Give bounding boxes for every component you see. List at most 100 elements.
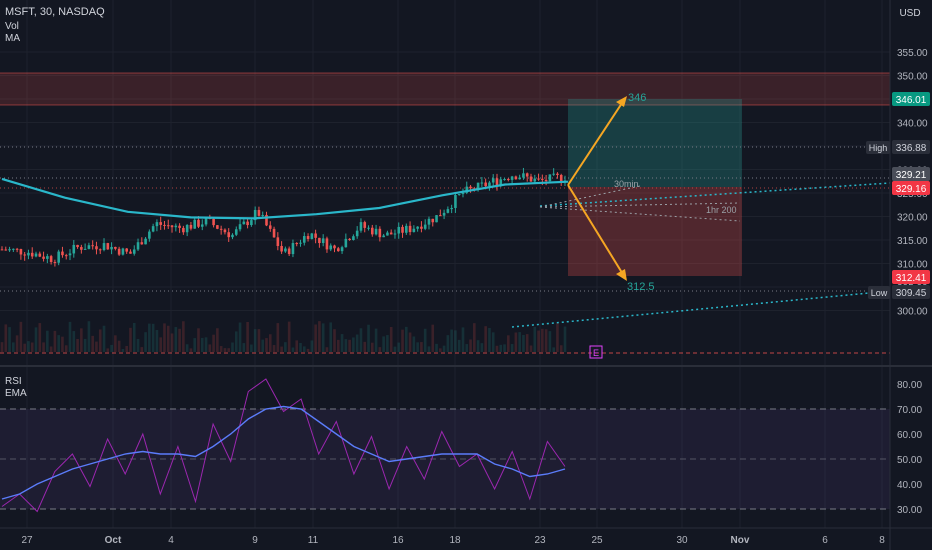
ma-indicator-label[interactable]: MA: [5, 33, 20, 44]
ema-indicator-label[interactable]: EMA: [5, 388, 27, 399]
volume-bar: [420, 342, 423, 352]
candle-body: [76, 244, 79, 248]
candle-body: [461, 192, 465, 195]
volume-bar: [72, 331, 76, 352]
volume-bar: [302, 346, 306, 352]
stop-arrow[interactable]: [567, 184, 625, 277]
candle-body: [556, 173, 559, 175]
volume-bar: [114, 335, 117, 352]
volume-bar: [140, 347, 144, 352]
volume-bar: [53, 330, 57, 352]
volume-bar: [439, 348, 442, 352]
candle-body: [507, 179, 510, 181]
candle-body: [102, 243, 106, 250]
time-tick-label: 6: [822, 535, 828, 546]
candle-body: [129, 251, 132, 254]
candle-body: [548, 174, 552, 182]
candle-body: [23, 254, 26, 256]
volume-bar: [91, 335, 94, 352]
candle-body: [510, 176, 514, 180]
stop-zone: [568, 187, 742, 276]
time-tick-label: 18: [449, 535, 461, 546]
time-axis[interactable]: 27 Oct 4 9 11 16 18 23 25 30 Nov 6 8: [21, 535, 885, 546]
candle-body: [408, 225, 412, 233]
volume-bar: [355, 334, 359, 352]
volume-bar: [234, 331, 238, 352]
moving-average-line[interactable]: [1, 177, 569, 220]
high-price-badge-text: 336.88: [896, 143, 927, 154]
volume-bars: [0, 321, 567, 352]
volume-bar: [287, 321, 291, 352]
candle-body: [219, 228, 223, 230]
volume-bar: [431, 324, 435, 352]
target-arrow[interactable]: [567, 99, 625, 186]
candle-body: [302, 236, 306, 243]
volume-bar: [336, 339, 340, 352]
candle-body: [42, 256, 45, 259]
candle-body: [469, 186, 472, 189]
candle-body: [12, 248, 15, 250]
candle-body: [503, 179, 506, 181]
volume-bar: [46, 330, 49, 352]
volume-bar: [518, 332, 521, 352]
volume-bar: [212, 334, 215, 352]
candle-body: [454, 194, 457, 208]
candle-body: [204, 217, 208, 225]
symbol-title[interactable]: MSFT, 30, NASDAQ: [5, 6, 105, 18]
volume-bar: [299, 342, 302, 352]
volume-bar: [537, 330, 540, 352]
candle-body: [314, 233, 317, 238]
volume-bar: [559, 345, 563, 352]
candle-body: [216, 225, 219, 229]
volume-bar: [57, 335, 60, 352]
volume-bar: [405, 326, 408, 352]
volume-bar: [265, 338, 268, 352]
candle-body: [80, 247, 83, 250]
ma-ray-1hr-upper: [539, 202, 741, 208]
trend-ray-low: [511, 290, 891, 328]
stop-arrow-head: [616, 269, 627, 281]
volume-bar: [257, 329, 261, 352]
candle-body: [166, 225, 170, 227]
volume-bar: [117, 340, 121, 352]
volume-bar: [98, 329, 102, 352]
rsi-indicator-label[interactable]: RSI: [5, 376, 22, 387]
ma-ray-30min: [539, 185, 641, 208]
currency-label[interactable]: USD: [899, 8, 920, 19]
volume-bar: [416, 342, 419, 352]
time-tick-label: 23: [534, 535, 546, 546]
candle-body: [95, 246, 98, 250]
candle-body: [98, 249, 102, 251]
earnings-marker[interactable]: [589, 345, 603, 359]
volume-bar: [491, 332, 495, 352]
candle-body: [344, 238, 348, 248]
candle-body: [321, 238, 325, 244]
candle-body: [306, 236, 310, 239]
vol-indicator-label[interactable]: Vol: [5, 21, 19, 32]
candle-body: [0, 249, 4, 251]
volume-bar: [272, 345, 276, 352]
volume-bar: [163, 323, 166, 352]
last-price-badge: [892, 167, 930, 181]
candle-body: [318, 237, 321, 244]
volume-bar: [397, 342, 401, 352]
rsi-line: [1, 378, 566, 513]
volume-bar: [276, 323, 280, 352]
rsi-axis[interactable]: 30.00 40.00 50.00 60.00 70.00 80.00: [897, 380, 922, 516]
candle-body: [310, 233, 314, 239]
time-tick-label: 30: [676, 535, 688, 546]
volume-bar: [144, 332, 147, 352]
volume-bar: [503, 344, 506, 352]
price-tick-label: 300.00: [897, 307, 928, 318]
candle-body: [420, 226, 423, 229]
volume-bar: [465, 344, 469, 352]
volume-bar: [178, 328, 181, 352]
volume-bar: [193, 338, 197, 352]
time-tick-label: 4: [168, 535, 174, 546]
price-tick-label: 315.00: [897, 236, 928, 247]
time-tick-label: Nov: [731, 535, 750, 546]
candle-body: [431, 218, 435, 223]
candle-body: [83, 248, 87, 250]
volume-bar: [284, 342, 287, 352]
